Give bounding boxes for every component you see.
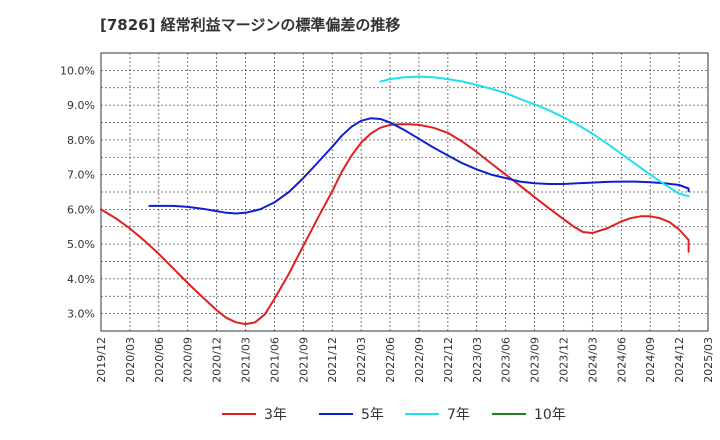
- x-tick-label: 2019/12: [95, 337, 108, 383]
- y-tick-label: 10.0%: [60, 64, 95, 77]
- x-axis: 2019/12 2020/03 2020/06 2020/09 2020/12 2021/…: [95, 337, 715, 383]
- y-tick-label: 5.0%: [67, 238, 95, 251]
- x-tick-label: 2024/09: [644, 337, 657, 383]
- chart-title: [7826] 経常利益マージンの標準偏差の推移: [100, 16, 400, 34]
- plot-frame: [100, 52, 709, 332]
- legend-label-10年: 10年: [534, 407, 566, 423]
- x-tick-label: 2023/06: [500, 337, 513, 383]
- y-tick-label: 6.0%: [67, 203, 95, 216]
- x-tick-label: 2021/06: [268, 337, 281, 383]
- legend-label-5年: 5年: [361, 407, 384, 423]
- y-tick-label: 9.0%: [67, 99, 95, 112]
- grid: [101, 53, 708, 331]
- x-tick-label: 2022/12: [442, 337, 455, 383]
- plot-area: [100, 52, 709, 332]
- x-tick-label: 2022/09: [413, 337, 426, 383]
- x-tick-label: 2025/03: [702, 337, 715, 383]
- series-line-7年: [379, 75, 690, 198]
- legend-label-7年: 7年: [447, 407, 470, 423]
- series-lines: [100, 75, 690, 326]
- x-tick-label: 2021/12: [326, 337, 339, 383]
- legend-label-3年: 3年: [264, 407, 287, 423]
- x-tick-label: 2023/09: [529, 337, 542, 383]
- x-tick-label: 2023/12: [557, 337, 570, 383]
- x-tick-label: 2020/06: [153, 337, 166, 383]
- x-tick-label: 2020/09: [182, 337, 195, 383]
- y-axis: 3.0% 4.0% 5.0% 6.0% 7.0% 8.0% 9.0% 10.0%: [60, 64, 95, 320]
- x-tick-label: 2023/03: [471, 337, 484, 383]
- x-tick-label: 2021/09: [297, 337, 310, 383]
- y-tick-label: 4.0%: [67, 273, 95, 286]
- series-line-3年: [100, 123, 690, 326]
- legend: 3年 5年 7年 10年: [222, 407, 566, 423]
- x-tick-label: 2022/06: [384, 337, 397, 383]
- x-tick-label: 2024/06: [615, 337, 628, 383]
- y-tick-label: 8.0%: [67, 134, 95, 147]
- y-tick-label: 7.0%: [67, 169, 95, 182]
- series-line-5年: [148, 117, 690, 215]
- x-tick-label: 2024/12: [673, 337, 686, 383]
- x-tick-label: 2022/03: [355, 337, 368, 383]
- x-tick-label: 2020/12: [211, 337, 224, 383]
- x-tick-label: 2020/03: [124, 337, 137, 383]
- y-tick-label: 3.0%: [67, 308, 95, 321]
- x-tick-label: 2024/03: [586, 337, 599, 383]
- x-tick-label: 2021/03: [240, 337, 253, 383]
